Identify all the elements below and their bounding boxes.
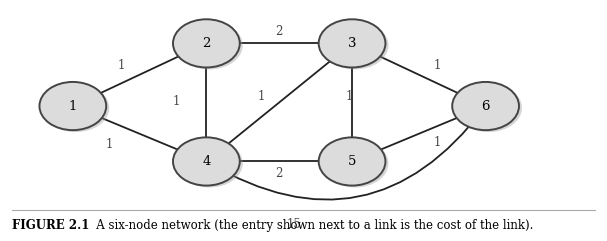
Text: 1: 1 [172, 95, 180, 108]
Text: 2: 2 [202, 37, 211, 50]
Text: 6: 6 [481, 100, 490, 113]
Text: 2: 2 [276, 25, 283, 38]
Ellipse shape [39, 82, 106, 130]
Text: 1: 1 [118, 59, 125, 72]
Ellipse shape [452, 82, 519, 130]
Text: 1: 1 [69, 100, 77, 113]
Text: FIGURE 2.1: FIGURE 2.1 [12, 219, 89, 232]
Text: 1: 1 [257, 90, 265, 103]
Ellipse shape [319, 137, 385, 186]
Text: A six-node network (the entry shown next to a link is the cost of the link).: A six-node network (the entry shown next… [85, 219, 534, 232]
Ellipse shape [319, 19, 385, 67]
Text: 1: 1 [345, 90, 353, 103]
Text: 1: 1 [433, 59, 441, 72]
Ellipse shape [322, 21, 388, 69]
Text: 3: 3 [348, 37, 356, 50]
Ellipse shape [176, 139, 243, 187]
Ellipse shape [173, 137, 240, 186]
Ellipse shape [42, 84, 109, 132]
Ellipse shape [176, 21, 243, 69]
Ellipse shape [455, 84, 522, 132]
Ellipse shape [322, 139, 388, 187]
Text: 2: 2 [276, 167, 283, 180]
FancyArrowPatch shape [209, 108, 484, 200]
Text: 15: 15 [287, 218, 302, 231]
Text: 5: 5 [348, 155, 356, 168]
Text: 1: 1 [106, 138, 113, 151]
Text: 4: 4 [202, 155, 211, 168]
Ellipse shape [173, 19, 240, 67]
Text: 1: 1 [433, 136, 441, 149]
